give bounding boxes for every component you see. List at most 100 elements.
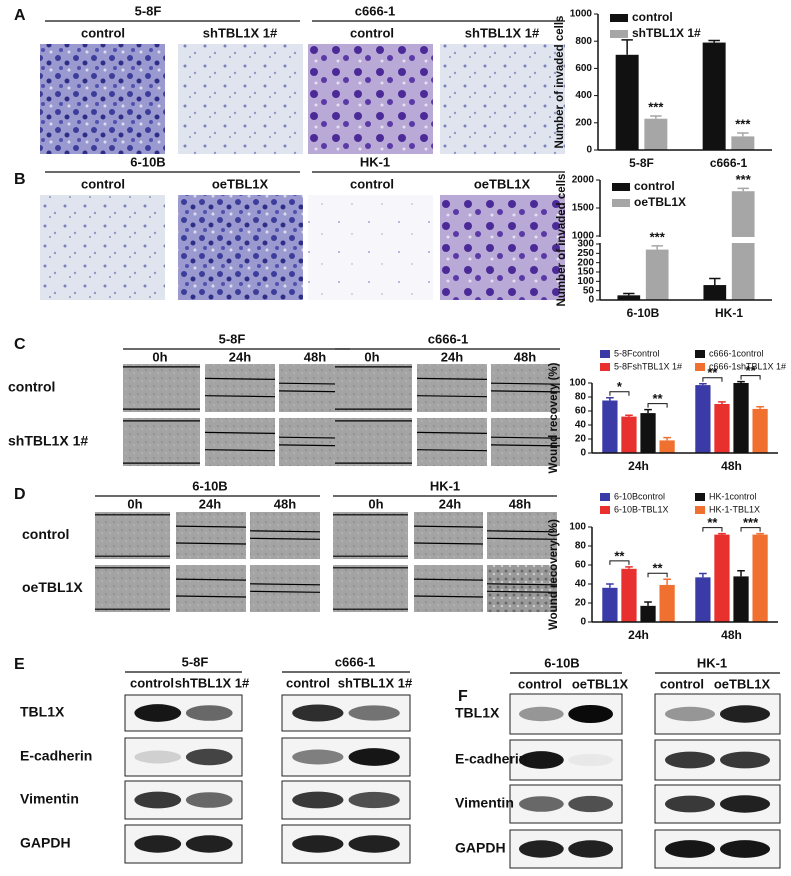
bar — [640, 605, 656, 622]
protein-label: E-cadherin — [20, 748, 92, 764]
blot-band — [518, 706, 564, 722]
condition-label: shTBL1X 1# — [338, 675, 413, 690]
blot-band — [518, 751, 564, 769]
group-title: 6-10B — [544, 655, 579, 670]
rule — [416, 449, 488, 452]
panel-label: F — [458, 688, 468, 705]
rule — [486, 530, 558, 533]
micrograph — [440, 44, 565, 154]
y-tick-label: 60 — [575, 560, 587, 571]
y-tick-label: 100 — [577, 276, 594, 287]
legend-label: HK-1control — [709, 491, 757, 501]
time-label: 24h — [439, 496, 461, 511]
y-tick-label: 40 — [575, 420, 587, 431]
micrograph — [178, 44, 303, 154]
legend-swatch — [600, 493, 610, 501]
wound-image — [95, 512, 170, 559]
error-bar — [606, 396, 614, 401]
error-bar — [708, 39, 720, 43]
error-bar — [606, 583, 614, 588]
panel-label: D — [14, 486, 26, 503]
time-label: 0h — [127, 496, 142, 511]
error-bar — [621, 39, 633, 55]
error-bar — [737, 380, 745, 383]
y-tick-label: 150 — [577, 267, 594, 278]
rule — [490, 382, 561, 385]
micrograph — [40, 195, 165, 300]
group-title: 5-8F — [219, 331, 246, 346]
row-label: control — [8, 379, 55, 395]
y-axis-title: Wound recovery (%) — [548, 362, 560, 473]
x-tick-label: c666-1 — [710, 156, 748, 170]
group-title: HK-1 — [360, 154, 390, 169]
rule — [175, 595, 247, 598]
significance-bracket — [740, 527, 761, 532]
error-bar — [650, 115, 662, 119]
y-tick-label: 400 — [575, 90, 592, 101]
row-label: control — [22, 526, 69, 542]
micrograph — [40, 44, 165, 154]
rule — [486, 583, 558, 586]
significance-bracket — [702, 377, 723, 382]
rule — [204, 395, 276, 398]
y-tick-label: 1000 — [570, 9, 593, 20]
blot-band — [134, 835, 182, 853]
time-label: 48h — [304, 349, 326, 364]
blot-band — [292, 704, 344, 722]
condition-label: control — [81, 25, 125, 40]
protein-label: TBL1X — [455, 705, 500, 721]
blot-band — [185, 792, 233, 808]
y-tick-label: 800 — [575, 36, 592, 47]
bar — [644, 118, 668, 150]
significance-bracket — [647, 403, 668, 408]
wound-image — [250, 512, 320, 559]
wound-image — [333, 565, 408, 612]
blot-band — [665, 795, 715, 813]
significance: *** — [735, 116, 751, 131]
wound-image — [205, 418, 275, 466]
blot-band — [348, 791, 400, 809]
error-bar — [663, 578, 671, 585]
blot-band — [348, 748, 400, 766]
bar — [615, 54, 639, 150]
y-tick-label: 50 — [583, 285, 595, 296]
bar — [731, 136, 755, 150]
group-title: 5-8F — [182, 654, 209, 669]
y-tick-label: 20 — [575, 434, 587, 445]
wound-image — [417, 418, 487, 466]
blot-band — [134, 704, 182, 722]
y-tick-label: 100 — [569, 378, 586, 389]
bar — [703, 285, 727, 300]
bar — [752, 408, 768, 453]
y-axis-title: Wound recovery (%) — [548, 519, 560, 630]
y-tick-label: 300 — [577, 239, 594, 250]
rule — [416, 431, 488, 434]
significance: ** — [707, 515, 718, 530]
rule — [413, 578, 484, 581]
rule — [413, 525, 484, 528]
wound-image — [335, 364, 412, 412]
bar — [621, 568, 637, 622]
blot-band — [665, 706, 715, 722]
micrograph — [308, 44, 433, 154]
error-bar — [625, 566, 633, 569]
wound-image — [176, 512, 246, 559]
legend-swatch — [695, 493, 705, 501]
rule — [416, 395, 488, 398]
significance-bracket — [740, 375, 761, 380]
blot-band — [292, 835, 344, 853]
blot-band — [568, 840, 614, 858]
legend-label: 5-8Fcontrol — [614, 348, 660, 358]
legend-swatch — [695, 506, 705, 514]
error-bar — [756, 406, 764, 409]
blot-band — [568, 705, 614, 723]
x-tick-label: 5-8F — [629, 156, 654, 170]
bar — [733, 576, 749, 622]
group-title: HK-1 — [430, 478, 460, 493]
blot-band — [568, 795, 614, 813]
error-bar — [651, 245, 663, 250]
rule — [204, 377, 276, 380]
x-tick-label: 24h — [628, 628, 649, 642]
rule — [175, 525, 247, 528]
